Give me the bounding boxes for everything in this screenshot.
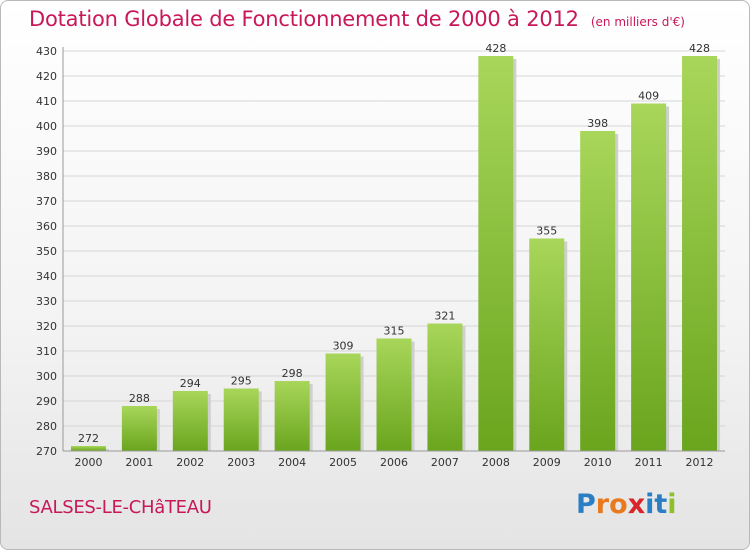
bar [529,238,565,451]
logo-letter: x [627,489,646,520]
bars [70,56,721,451]
bar [427,323,463,451]
chart-unit: (en milliers d'€) [590,15,685,29]
data-label: 294 [180,377,201,390]
data-label: 309 [333,340,354,353]
x-tick-label: 2007 [431,456,459,469]
bar [682,56,718,451]
bar [631,103,667,451]
bar [121,406,157,451]
x-tick-label: 2008 [482,456,510,469]
y-tick-label: 350 [36,245,57,258]
logo-letter: o [609,489,628,520]
commune-name: SALSES-LE-CHâTEAU [29,497,212,518]
data-label: 288 [129,392,150,405]
x-tick-label: 2005 [329,456,357,469]
x-tick-label: 2010 [584,456,612,469]
data-label: 355 [536,225,557,238]
data-label: 428 [485,42,506,55]
x-tick-label: 2001 [125,456,153,469]
logo-letter: P [576,489,596,520]
x-tick-label: 2004 [278,456,306,469]
x-tick-labels: 2000 2001 2002 2003 2004 2005 2006 2007 2008 2009… [74,456,713,469]
data-label: 428 [689,42,710,55]
axes [62,47,725,452]
logo-letter: t [654,489,668,520]
data-label: 398 [587,117,608,130]
data-label: 321 [434,310,455,323]
y-tick-label: 320 [36,320,57,333]
bar [70,446,106,451]
y-tick-label: 400 [36,120,57,133]
data-label: 295 [231,375,252,388]
bar [580,131,616,451]
data-label: 272 [78,432,99,445]
y-tick-label: 300 [36,370,57,383]
y-tick-label: 430 [36,45,57,58]
logo-letter: i [667,489,677,520]
bar [274,381,310,451]
y-tick-label: 310 [36,345,57,358]
y-tick-label: 410 [36,95,57,108]
x-tick-label: 2003 [227,456,255,469]
y-tick-label: 360 [36,220,57,233]
y-tick-label: 390 [36,145,57,158]
chart-title: Dotation Globale de Fonctionnement de 20… [29,7,579,31]
data-label: 409 [638,90,659,103]
y-tick-label: 370 [36,195,57,208]
y-tick-labels: 270 280 290 300 310 320 330 340 350 360 370 380 390 4… [36,45,57,458]
data-label: 315 [384,325,405,338]
bar [376,338,412,451]
y-tick-label: 290 [36,395,57,408]
y-tick-label: 340 [36,270,57,283]
data-label: 298 [282,367,303,380]
y-tick-label: 280 [36,420,57,433]
y-tick-label: 420 [36,70,57,83]
data-labels: 272 288 294 295 298 309 315 321 428 355 398 409 428 [78,42,710,445]
logo-letter: r [595,489,610,520]
title-block: Dotation Globale de Fonctionnement de 20… [29,7,685,31]
x-tick-label: 2009 [533,456,561,469]
logo-letter: i [645,489,655,520]
bar [478,56,514,451]
x-tick-label: 2012 [686,456,714,469]
bar [223,388,259,451]
x-tick-label: 2002 [176,456,204,469]
x-tick-label: 2000 [74,456,102,469]
proxiti-logo: Proxiti [576,489,677,520]
bar [325,353,361,451]
x-tick-label: 2011 [635,456,663,469]
x-tick-label: 2006 [380,456,408,469]
y-tick-label: 380 [36,170,57,183]
y-tick-label: 330 [36,295,57,308]
bar [172,391,208,451]
y-tick-label: 270 [36,445,57,458]
